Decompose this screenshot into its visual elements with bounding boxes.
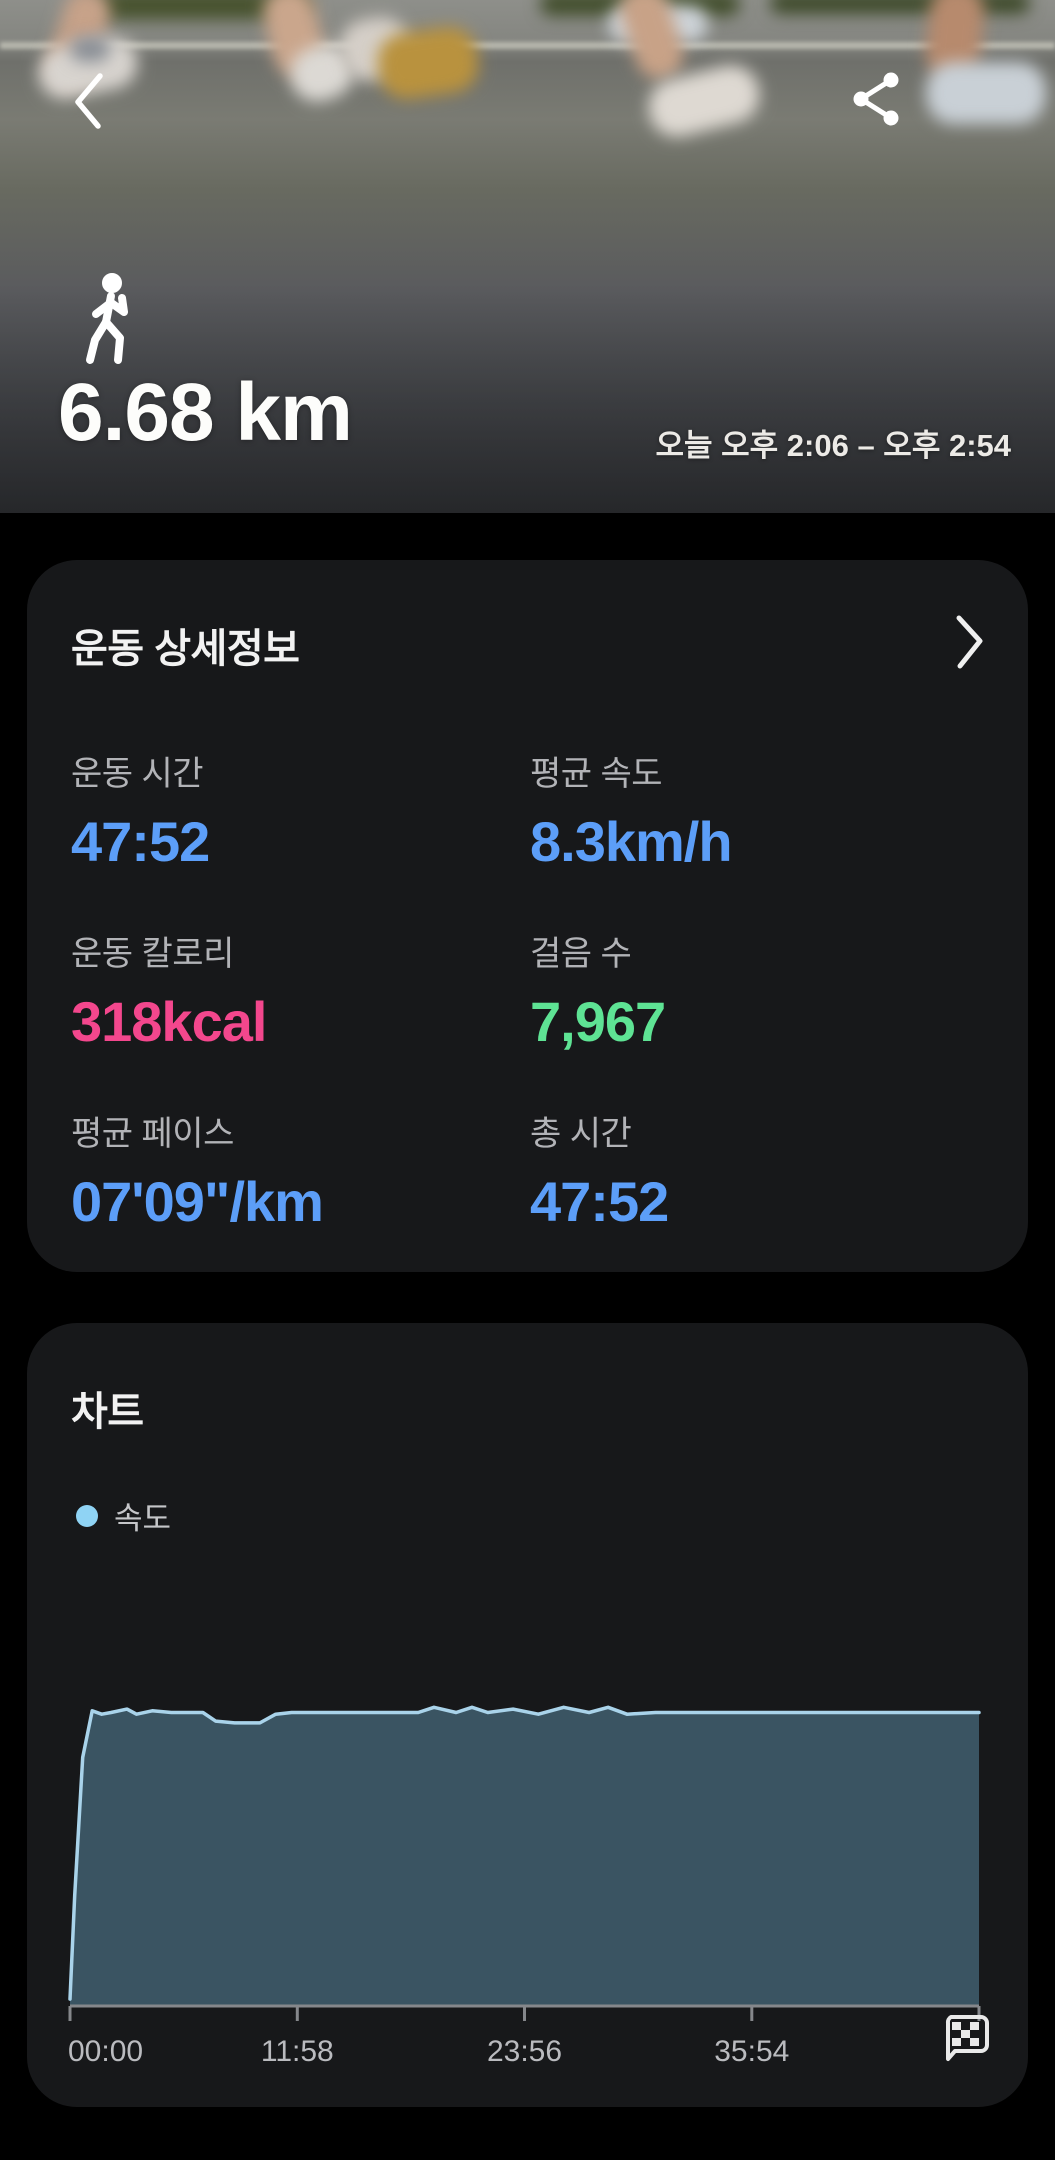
runner-shoe-decor xyxy=(926,62,1046,124)
legend-dot-speed xyxy=(76,1504,98,1527)
back-button[interactable] xyxy=(62,62,118,138)
stat-label: 평균 페이스 xyxy=(71,1115,234,1153)
chart-card-title: 차트 xyxy=(71,1390,144,1434)
stat-value: 318kcal xyxy=(71,990,267,1053)
distance-value: 6.68 km xyxy=(58,367,353,458)
details-header-row[interactable]: 운동 상세정보 xyxy=(27,600,1028,690)
chart-legend: 속도 xyxy=(76,1493,171,1538)
grass-decor xyxy=(770,0,1030,14)
share-icon xyxy=(853,72,899,126)
legend-label-speed: 속도 xyxy=(114,1501,172,1536)
share-button[interactable] xyxy=(846,68,908,132)
chart-card: 차트 속도 00:00 11:58 23:56 35:54 xyxy=(27,1323,1028,2107)
hero-photo: 6.68 km 오늘 오후 2:06 – 오후 2:54 xyxy=(0,0,1055,513)
finish-flag-icon xyxy=(939,2013,991,2070)
stat-average-speed: 평균 속도 8.3km/h xyxy=(530,746,970,874)
svg-text:35:54: 35:54 xyxy=(714,2035,789,2068)
stat-label: 총 시간 xyxy=(530,1115,632,1153)
stat-label: 평균 속도 xyxy=(530,755,663,793)
details-card-title: 운동 상세정보 xyxy=(71,627,300,671)
workout-datetime: 오늘 오후 2:06 – 오후 2:54 xyxy=(655,428,1011,463)
stat-average-pace: 평균 페이스 07'09"/km xyxy=(71,1106,511,1234)
stat-value: 47:52 xyxy=(530,1170,669,1233)
workout-details-card: 운동 상세정보 운동 시간 47:52 평균 속도 8.3km/h 운동 칼로리… xyxy=(27,560,1028,1272)
runner-shoe-decor xyxy=(70,36,110,62)
walking-icon xyxy=(82,270,142,375)
stat-label: 운동 시간 xyxy=(71,755,204,793)
stat-value: 7,967 xyxy=(530,990,666,1053)
x-ticks: 00:00 11:58 23:56 35:54 xyxy=(68,2006,981,2068)
back-chevron-icon xyxy=(75,73,103,129)
stat-value: 8.3km/h xyxy=(530,810,733,873)
stat-label: 운동 칼로리 xyxy=(71,935,234,973)
stat-calories: 운동 칼로리 318kcal xyxy=(71,926,511,1054)
stat-value: 47:52 xyxy=(71,810,210,873)
chevron-right-icon xyxy=(954,614,984,675)
grass-decor xyxy=(90,0,310,20)
speed-area-chart: 00:00 11:58 23:56 35:54 xyxy=(68,1705,981,2068)
svg-text:11:58: 11:58 xyxy=(261,2035,334,2068)
stat-exercise-time: 운동 시간 47:52 xyxy=(71,746,511,874)
stat-value: 07'09"/km xyxy=(71,1170,324,1233)
speed-area xyxy=(70,1707,979,2006)
stat-label: 걸음 수 xyxy=(530,935,632,973)
photo-scrim xyxy=(0,282,1055,513)
stat-total-time: 총 시간 47:52 xyxy=(530,1106,970,1234)
svg-text:00:00: 00:00 xyxy=(68,2035,143,2068)
road-line-decor xyxy=(0,42,1055,49)
speed-line xyxy=(68,1705,981,2001)
stat-step-count: 걸음 수 7,967 xyxy=(530,926,970,1054)
svg-text:23:56: 23:56 xyxy=(487,2035,562,2068)
